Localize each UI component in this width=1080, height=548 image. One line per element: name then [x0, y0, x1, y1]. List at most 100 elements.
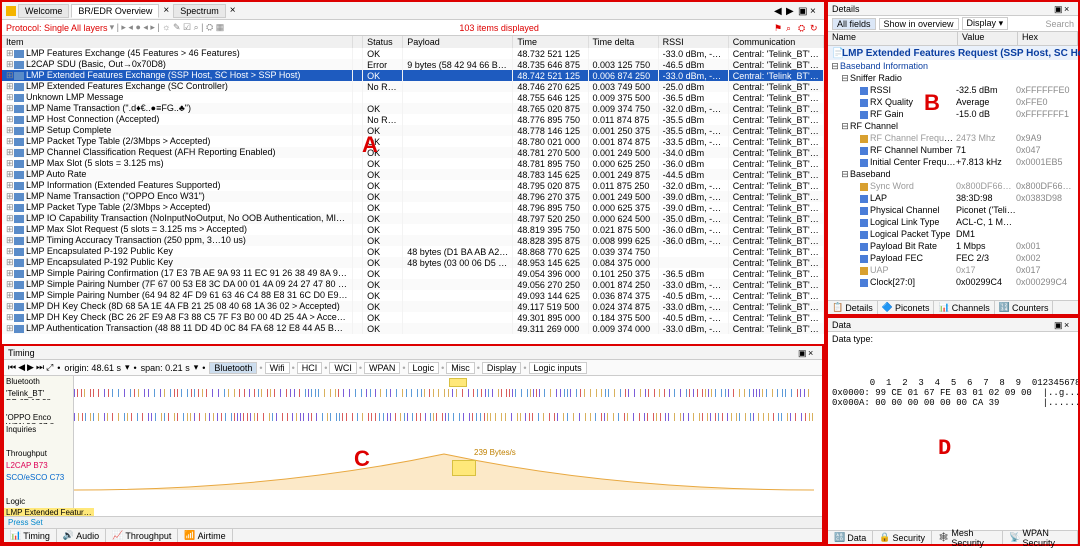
- footer-tab-timing[interactable]: 📊Timing: [4, 529, 57, 542]
- expand-icon[interactable]: ⊞: [6, 290, 14, 301]
- details-tab-details[interactable]: 📋Details: [828, 301, 878, 314]
- detail-row[interactable]: Payload Bit Rate1 Mbps0x001: [828, 240, 1078, 252]
- table-row[interactable]: ⊞LMP Simple Pairing Number (64 94 82 4F …: [2, 290, 824, 301]
- col-value[interactable]: Value: [958, 32, 1018, 45]
- popout-icon[interactable]: ▣: [798, 348, 808, 358]
- table-row[interactable]: ⊞LMP Simple Pairing Number (7F 67 00 53 …: [2, 279, 824, 290]
- expand-icon[interactable]: ⊞: [6, 70, 14, 81]
- timing-lane-label[interactable]: 'OPPO Enco W31' 9C:97:8…: [4, 412, 74, 424]
- detail-row[interactable]: ⊟Baseband: [828, 168, 1078, 180]
- detail-row[interactable]: Sync Word0x800DF66318A925CE0x800DF6613…: [828, 180, 1078, 192]
- timing-lane-label[interactable]: Inquiries: [4, 424, 74, 436]
- data-tab-security[interactable]: 🔒Security: [873, 531, 932, 544]
- expand-icon[interactable]: ⊞: [6, 323, 14, 334]
- detail-row[interactable]: UAP0x170x017: [828, 264, 1078, 276]
- expand-icon[interactable]: ⊟: [840, 73, 850, 84]
- protocol-label[interactable]: Protocol: Single: [6, 23, 69, 33]
- timing-lane-label[interactable]: Bluetooth: [4, 376, 74, 388]
- expand-icon[interactable]: ⊞: [6, 92, 14, 103]
- expand-icon[interactable]: ⊞: [6, 257, 14, 268]
- filter-wci[interactable]: WCI: [329, 362, 357, 374]
- data-tab-data[interactable]: 🔠Data: [828, 531, 873, 544]
- table-row[interactable]: ⊞Unknown LMP Message48.755 646 1250.009 …: [2, 92, 824, 103]
- detail-row[interactable]: LAP38:3D:980x0383D98: [828, 192, 1078, 204]
- column-header[interactable]: Status: [363, 36, 403, 48]
- expand-icon[interactable]: ⊞: [6, 268, 14, 279]
- tab-bredr[interactable]: BR/EDR Overview: [71, 4, 159, 18]
- column-header[interactable]: RSSI: [658, 36, 728, 48]
- prev-icon[interactable]: ◀: [774, 6, 784, 16]
- expand-icon[interactable]: ⊞: [6, 114, 14, 125]
- filter-bluetooth[interactable]: Bluetooth: [209, 362, 257, 374]
- table-row[interactable]: ⊞LMP Host Connection (Accepted)No Reque……: [2, 114, 824, 125]
- table-row[interactable]: ⊞LMP Max Slot Request (5 slots = 3.125 m…: [2, 224, 824, 235]
- hex-line[interactable]: 0x0000: 99 CE 01 67 FE 03 01 02 09 00 |.…: [832, 388, 1074, 398]
- expand-icon[interactable]: ⊞: [6, 103, 14, 114]
- column-header[interactable]: [353, 36, 363, 48]
- column-header[interactable]: Communication: [728, 36, 823, 48]
- expand-icon[interactable]: ⊞: [6, 301, 14, 312]
- table-row[interactable]: ⊞LMP Packet Type Table (2/3Mbps > Accept…: [2, 202, 824, 213]
- detail-row[interactable]: RF Channel Number710x047: [828, 144, 1078, 156]
- nav-prev-icon[interactable]: ◀: [18, 362, 25, 373]
- table-row[interactable]: ⊞LMP Packet Type Table (2/3Mbps > Accept…: [2, 136, 824, 147]
- packet-table[interactable]: ItemStatusPayloadTimeTime deltaRSSICommu…: [2, 36, 824, 344]
- col-name[interactable]: Name: [828, 32, 958, 45]
- table-row[interactable]: ⊞LMP IO Capability Transaction (NoInputN…: [2, 213, 824, 224]
- data-tab-mesh security[interactable]: 🕸Mesh Security: [932, 531, 1003, 544]
- throughput-curve[interactable]: 239 Bytes/s: [74, 448, 822, 492]
- table-row[interactable]: ⊞LMP Simple Pairing Confirmation (17 E3 …: [2, 268, 824, 279]
- details-tab-counters[interactable]: 🔢Counters: [995, 301, 1054, 314]
- expand-icon[interactable]: ⊞: [6, 246, 14, 257]
- popout-icon[interactable]: ▣: [1054, 320, 1064, 330]
- table-row[interactable]: ⊞LMP Name Transaction ("OPPO Enco W31")O…: [2, 191, 824, 202]
- footer-tab-airtime[interactable]: 📶Airtime: [178, 529, 232, 542]
- filter-hci[interactable]: HCI: [297, 362, 323, 374]
- expand-icon[interactable]: ⊞: [6, 235, 14, 246]
- expand-icon[interactable]: ⊞: [6, 81, 14, 92]
- hex-line[interactable]: 0x000A: 00 00 00 00 00 00 CA 39 |......9: [832, 398, 1074, 408]
- popout-icon[interactable]: ▣: [1054, 4, 1064, 14]
- col-hex[interactable]: Hex: [1018, 32, 1078, 45]
- detail-row[interactable]: RSSI-32.5 dBm0xFFFFFFE0: [828, 84, 1078, 96]
- column-header[interactable]: Time: [513, 36, 588, 48]
- expand-icon[interactable]: ⊞: [6, 48, 14, 59]
- table-row[interactable]: ⊞LMP Encapsulated P-192 Public KeyOK48 b…: [2, 246, 824, 257]
- data-tab-wpan security[interactable]: 📡WPAN Security: [1003, 531, 1078, 544]
- timing-lane-label[interactable]: 'Telink_BT' DB:6F:17:38…: [4, 388, 74, 400]
- table-row[interactable]: ⊞LMP Setup CompleteOK48.778 146 1250.001…: [2, 125, 824, 136]
- highlight-marker[interactable]: [449, 378, 467, 387]
- expand-icon[interactable]: ⊞: [6, 158, 14, 169]
- detail-row[interactable]: Clock[27:0]0x00299C40x000299C4: [828, 276, 1078, 288]
- timing-lane-label[interactable]: [4, 400, 74, 412]
- close-icon[interactable]: ×: [808, 348, 818, 358]
- display-button[interactable]: Display ▾: [962, 17, 1009, 30]
- timing-lane-label[interactable]: SCO/eSCO C73: [4, 472, 74, 484]
- expand-icon[interactable]: ⊞: [6, 279, 14, 290]
- detail-row[interactable]: Payload FECFEC 2/30x002: [828, 252, 1078, 264]
- table-row[interactable]: ⊞LMP DH Key Check (BC 26 2F E9 A8 F3 88 …: [2, 312, 824, 323]
- detail-row[interactable]: ⊟Baseband Information: [828, 60, 1078, 72]
- footer-tab-throughput[interactable]: 📈Throughput: [106, 529, 178, 542]
- zoom-fit-icon[interactable]: ⤢: [46, 362, 53, 373]
- table-row[interactable]: ⊞LMP Timing Accuracy Transaction (250 pp…: [2, 235, 824, 246]
- detail-row[interactable]: Initial Center Frequency …+7.813 kHz0x00…: [828, 156, 1078, 168]
- table-row[interactable]: ⊞LMP Channel Classification Request (AFH…: [2, 147, 824, 158]
- table-row[interactable]: ⊞LMP Extended Features Exchange (SC Cont…: [2, 81, 824, 92]
- popout-icon[interactable]: ▣: [798, 6, 808, 16]
- table-row[interactable]: ⊞LMP Features Exchange (45 Features > 46…: [2, 48, 824, 59]
- filter-logic inputs[interactable]: Logic inputs: [529, 362, 587, 374]
- close-icon[interactable]: ×: [1064, 4, 1074, 14]
- expand-icon[interactable]: ⊞: [6, 213, 14, 224]
- tab-close-icon[interactable]: ×: [161, 5, 171, 16]
- detail-row[interactable]: RF Gain-15.0 dB0xFFFFFFF1: [828, 108, 1078, 120]
- timing-lane-label[interactable]: [4, 436, 74, 448]
- table-row[interactable]: ⊞LMP Authentication Transaction (48 88 1…: [2, 323, 824, 334]
- expand-icon[interactable]: ⊞: [6, 224, 14, 235]
- table-row[interactable]: ⊞LMP Extended Features Exchange (SSP Hos…: [2, 70, 824, 81]
- layers-label[interactable]: All layers: [71, 23, 108, 33]
- expand-icon[interactable]: ⊞: [6, 169, 14, 180]
- column-header[interactable]: Time delta: [588, 36, 658, 48]
- tab-spectrum[interactable]: Spectrum: [173, 4, 226, 18]
- filter-icon[interactable]: ⚑: [774, 23, 784, 33]
